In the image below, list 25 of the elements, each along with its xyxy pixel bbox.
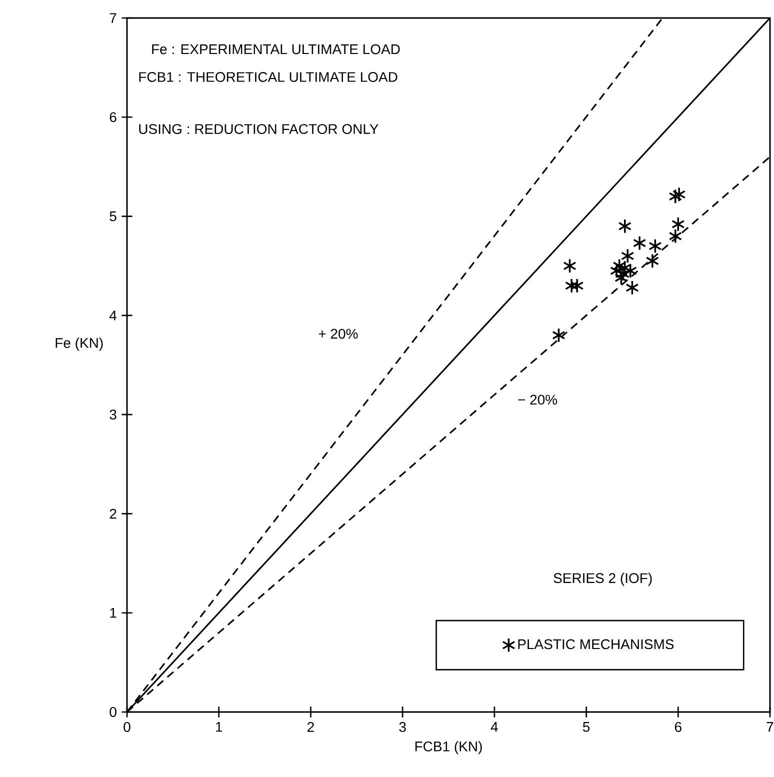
x-tick-label: 0 [124,722,130,732]
x-axis-title: FCB1 (KN) [415,741,482,754]
annotation: + 20% [318,328,358,339]
y-tick-label: 3 [110,410,116,420]
x-tick-label: 5 [582,722,590,732]
y-tick-label: 6 [110,112,116,122]
x-tick-label: 7 [766,722,774,732]
x-tick-label: 4 [490,722,498,732]
y-tick-label: 5 [110,211,116,222]
y-tick-label: 0 [110,707,116,717]
x-tick-label: 2 [308,722,314,732]
annotation: USING : REDUCTION FACTOR ONLY [139,124,378,134]
legend-label: PLASTIC MECHANISMS [518,639,674,650]
legend-title: SERIES 2 (IOF) [554,572,652,586]
y-tick-label: 4 [109,310,117,320]
y-tick-label: 1 [110,608,116,618]
x-tick-label: 1 [216,722,222,732]
annotation: − 20% [518,394,558,405]
y-tick-label: 2 [110,508,116,519]
y-tick-label: 7 [110,13,116,23]
annotation: Fe : EXPERIMENTAL ULTIMATE LOAD [152,44,400,54]
x-tick-label: 3 [399,722,406,732]
annotation: FCB1 : THEORETICAL ULTIMATE LOAD [139,72,398,82]
y-axis-title: Fe (KN) [56,338,103,351]
x-tick-label: 6 [674,722,682,732]
